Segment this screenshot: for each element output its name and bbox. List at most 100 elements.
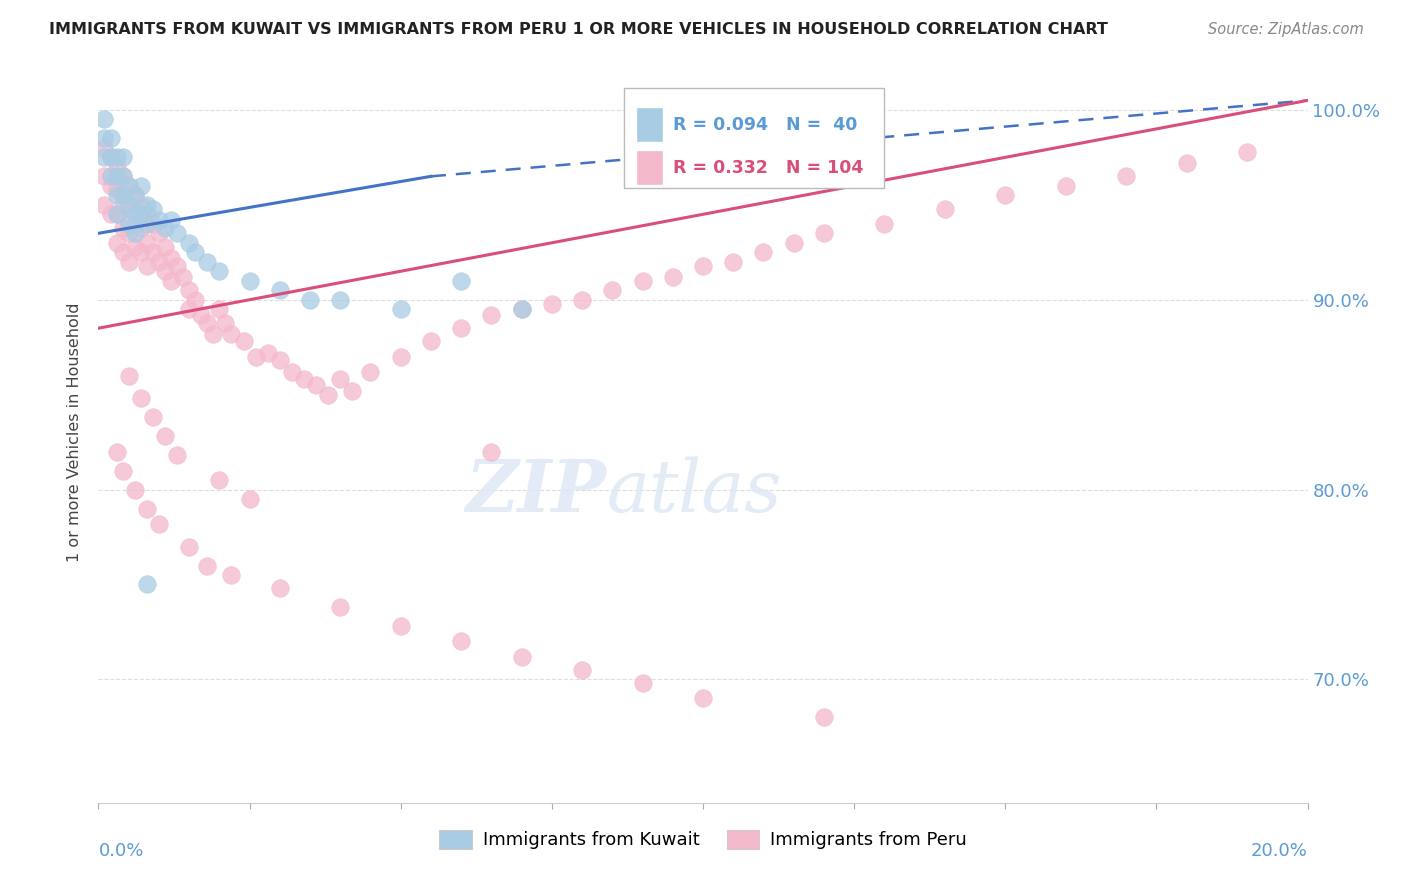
Point: [111, 220, 134, 235]
Point: [329, 293, 352, 307]
Point: [316, 387, 339, 401]
Point: [160, 213, 183, 227]
Text: atlas: atlas: [606, 457, 782, 527]
Point: [269, 353, 291, 368]
Point: [93, 198, 115, 212]
Point: [602, 283, 624, 297]
Point: [342, 384, 364, 398]
Point: [105, 235, 128, 250]
Point: [160, 274, 183, 288]
Point: [93, 169, 115, 184]
Point: [100, 150, 122, 164]
Point: [153, 239, 176, 253]
Point: [93, 112, 115, 127]
Point: [105, 444, 128, 458]
Point: [813, 710, 835, 724]
Point: [481, 308, 503, 322]
Point: [100, 150, 122, 164]
Point: [93, 150, 115, 164]
Point: [166, 259, 188, 273]
Text: 0.0%: 0.0%: [98, 842, 143, 860]
Point: [723, 254, 745, 268]
Point: [329, 372, 352, 386]
Point: [118, 178, 141, 193]
Point: [129, 245, 152, 260]
Point: [129, 198, 152, 212]
Point: [281, 365, 304, 379]
Point: [100, 178, 122, 193]
Point: [179, 235, 201, 250]
Point: [124, 188, 146, 202]
Point: [934, 202, 956, 216]
Point: [184, 293, 207, 307]
Point: [160, 251, 183, 265]
FancyBboxPatch shape: [624, 88, 884, 188]
Point: [111, 169, 134, 184]
Point: [118, 198, 141, 212]
Point: [135, 207, 157, 221]
Point: [111, 245, 134, 260]
Point: [135, 198, 157, 212]
FancyBboxPatch shape: [637, 107, 664, 143]
Point: [111, 150, 134, 164]
Point: [481, 444, 503, 458]
Point: [129, 392, 152, 406]
Point: [142, 202, 165, 216]
Point: [153, 264, 176, 278]
Point: [813, 227, 835, 241]
Point: [148, 213, 170, 227]
Point: [100, 131, 122, 145]
Point: [195, 558, 218, 573]
Point: [195, 254, 218, 268]
Point: [124, 188, 146, 202]
Point: [389, 619, 412, 633]
Text: IMMIGRANTS FROM KUWAIT VS IMMIGRANTS FROM PERU 1 OR MORE VEHICLES IN HOUSEHOLD C: IMMIGRANTS FROM KUWAIT VS IMMIGRANTS FRO…: [49, 22, 1108, 37]
Point: [208, 302, 231, 317]
Point: [239, 491, 262, 506]
Point: [118, 227, 141, 241]
Point: [105, 188, 128, 202]
Point: [93, 131, 115, 145]
Point: [329, 600, 352, 615]
Point: [100, 207, 122, 221]
Point: [118, 368, 141, 383]
Point: [105, 169, 128, 184]
Text: R = 0.332   N = 104: R = 0.332 N = 104: [673, 159, 863, 177]
Point: [450, 634, 472, 648]
Point: [142, 245, 165, 260]
Point: [221, 326, 243, 341]
Point: [124, 217, 146, 231]
Point: [292, 372, 315, 386]
Point: [450, 321, 472, 335]
Point: [450, 274, 472, 288]
Point: [129, 220, 152, 235]
Point: [571, 293, 593, 307]
Point: [221, 568, 243, 582]
Point: [118, 217, 141, 231]
Point: [1115, 169, 1137, 184]
Text: R = 0.094   N =  40: R = 0.094 N = 40: [673, 116, 858, 134]
Point: [111, 169, 134, 184]
Point: [118, 254, 141, 268]
Point: [540, 296, 562, 310]
Point: [752, 245, 775, 260]
Point: [135, 577, 157, 591]
Point: [142, 217, 165, 231]
FancyBboxPatch shape: [637, 150, 664, 186]
Y-axis label: 1 or more Vehicles in Household: 1 or more Vehicles in Household: [67, 303, 83, 562]
Point: [1175, 156, 1198, 170]
Point: [142, 410, 165, 425]
Point: [135, 235, 157, 250]
Point: [118, 178, 141, 193]
Point: [389, 350, 412, 364]
Point: [510, 649, 533, 664]
Point: [360, 365, 382, 379]
Point: [179, 540, 201, 554]
Point: [100, 169, 122, 184]
Point: [153, 429, 176, 443]
Point: [1236, 145, 1258, 159]
Point: [129, 207, 152, 221]
Point: [510, 302, 533, 317]
Point: [166, 227, 188, 241]
Point: [245, 350, 267, 364]
